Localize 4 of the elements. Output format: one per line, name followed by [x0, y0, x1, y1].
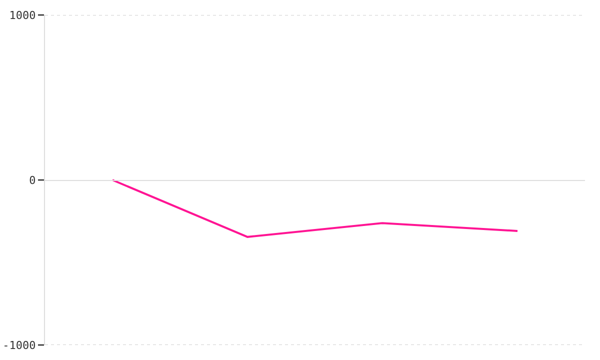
- y-tick-label: 1000: [9, 8, 36, 22]
- y-tick-label: -1000: [2, 338, 36, 352]
- line-series: [112, 179, 518, 238]
- y-tick-label: 0: [29, 174, 36, 187]
